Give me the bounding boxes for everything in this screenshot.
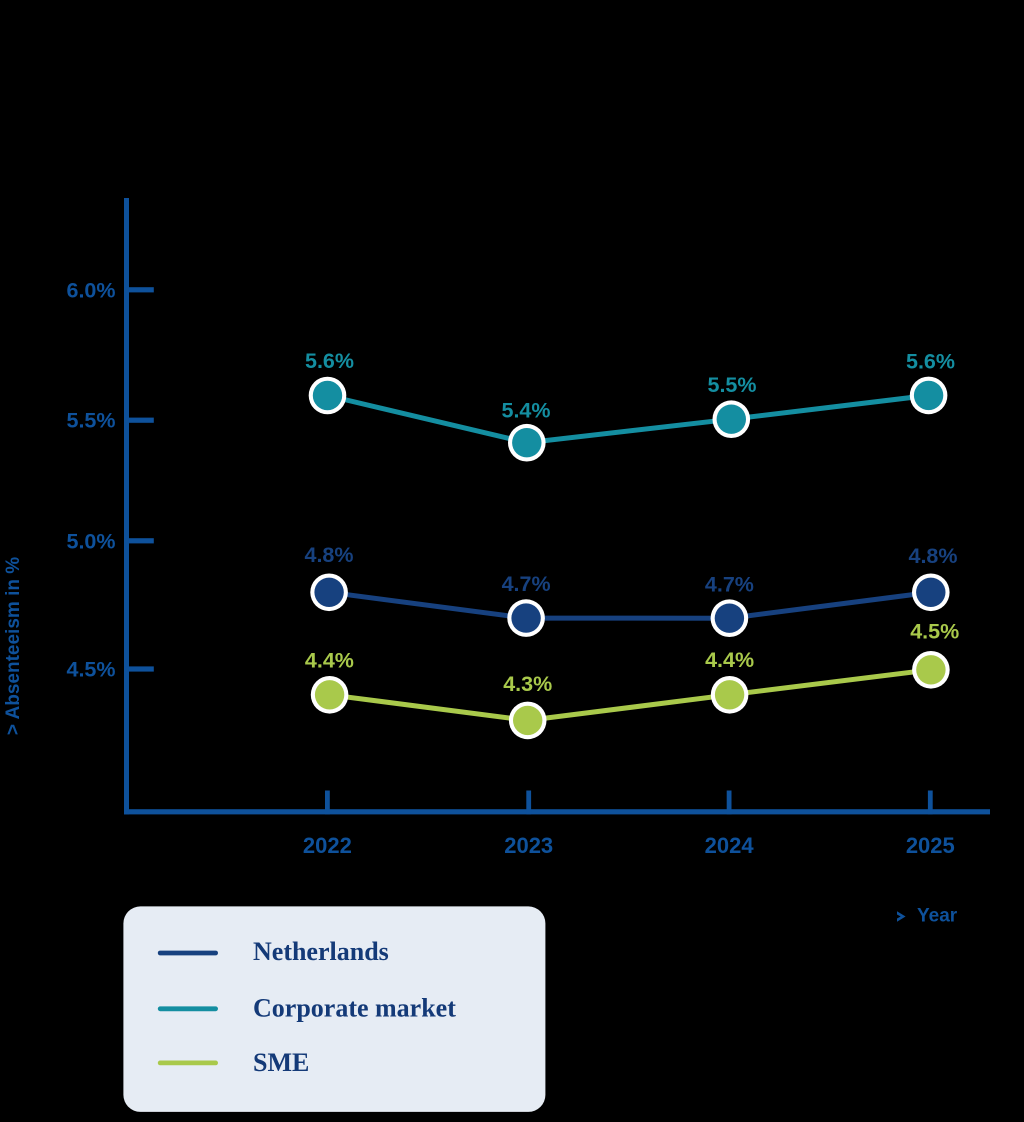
svg-text:Corporate market: Corporate market (253, 994, 456, 1023)
svg-text:5.5%: 5.5% (707, 373, 756, 397)
svg-text:5.6%: 5.6% (906, 350, 955, 374)
svg-text:5.5%: 5.5% (66, 409, 115, 433)
svg-text:4.8%: 4.8% (908, 544, 957, 568)
svg-text:Netherlands: Netherlands (253, 937, 389, 966)
svg-text:Year: Year (917, 906, 958, 927)
svg-text:5.0%: 5.0% (66, 529, 115, 553)
svg-text:5.6%: 5.6% (305, 349, 354, 373)
svg-text:2022: 2022 (303, 833, 352, 858)
svg-text:> Absenteeism in %: > Absenteeism in % (3, 557, 24, 735)
svg-text:2024: 2024 (705, 833, 755, 858)
svg-text:6.0%: 6.0% (66, 278, 115, 302)
svg-text:4.3%: 4.3% (503, 672, 552, 696)
svg-text:4.8%: 4.8% (304, 543, 353, 567)
svg-text:4.7%: 4.7% (502, 572, 551, 596)
svg-text:2023: 2023 (504, 833, 553, 858)
svg-text:4.7%: 4.7% (705, 573, 754, 597)
svg-text:4.5%: 4.5% (66, 658, 115, 682)
svg-text:4.5%: 4.5% (910, 620, 959, 644)
svg-text:2025: 2025 (906, 833, 955, 858)
svg-text:SME: SME (253, 1048, 309, 1077)
svg-text:5.4%: 5.4% (501, 399, 550, 423)
svg-text:4.4%: 4.4% (305, 649, 354, 673)
svg-text:4.4%: 4.4% (705, 648, 754, 672)
